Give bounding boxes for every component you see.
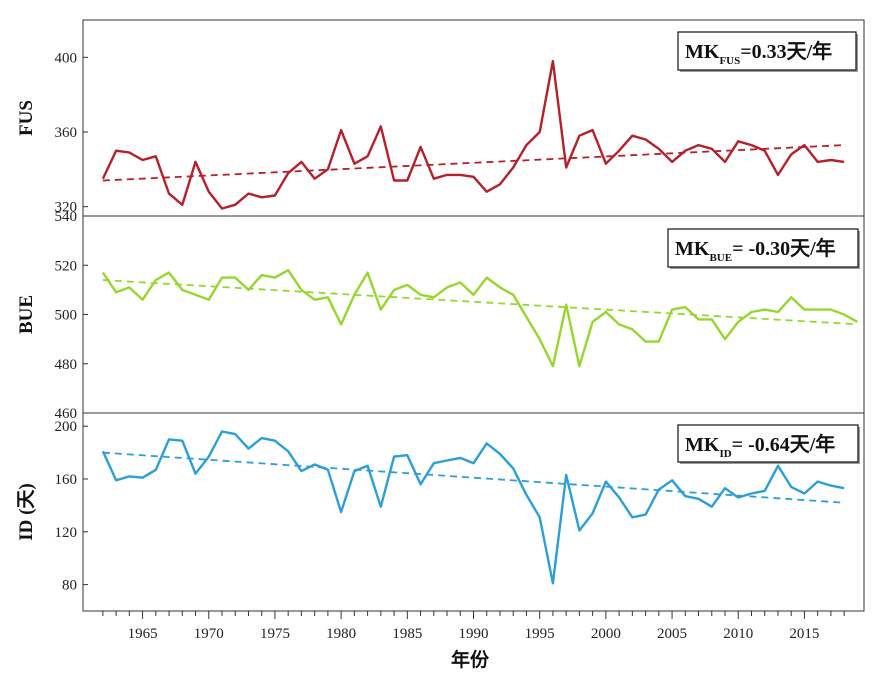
x-tick-label: 1975 — [260, 626, 290, 642]
y-tick-label: 360 — [55, 125, 78, 141]
y-tick-label: 400 — [55, 50, 78, 66]
x-tick-label: 1985 — [392, 626, 422, 642]
trend-line — [102, 279, 858, 326]
y-tick-label: 500 — [55, 308, 78, 324]
chart-panels: 320 360 400 FUS MKFUS=0.33天/年 460 480 500 520 540… — [16, 19, 865, 612]
panel-bue: 460 480 500 520 540 BUE MKBUE= -0.30天/年 — [16, 209, 865, 422]
y-tick-label: 80 — [62, 578, 77, 594]
x-tick-label: 2015 — [789, 626, 819, 642]
series-line-bue — [101, 269, 858, 368]
annotation-box — [677, 31, 857, 71]
y-tick-label: 160 — [55, 472, 78, 488]
y-tick-label: 480 — [55, 357, 78, 373]
x-tick-label: 1965 — [128, 626, 158, 642]
x-tick-label: 1980 — [326, 626, 356, 642]
x-tick-label: 1990 — [459, 626, 489, 642]
x-tick-label: 1995 — [525, 626, 555, 642]
y-tick-label: 460 — [55, 406, 78, 422]
x-tick-label: 2010 — [723, 626, 753, 642]
series-line-id — [101, 430, 845, 585]
x-tick-label: 2005 — [657, 626, 687, 642]
mk-annotation: MKFUS=0.33天/年 — [685, 39, 832, 67]
y-tick-label: 520 — [55, 258, 78, 274]
mk-annotation: MKID= -0.64天/年 — [685, 432, 835, 460]
y-tick-label: 320 — [55, 200, 78, 216]
y-tick-label: 120 — [55, 525, 78, 541]
panel-fus: 320 360 400 FUS MKFUS=0.33天/年 — [16, 19, 865, 217]
y-tick-label: 540 — [55, 209, 78, 225]
panel-id: 80 120 160 200 ID (天) MKID= -0.64天/年 — [16, 412, 865, 612]
y-tick-label: 200 — [55, 419, 78, 435]
y-axis-title: ID (天) — [16, 483, 37, 541]
trend-line — [102, 144, 845, 182]
y-axis-title: BUE — [16, 295, 37, 334]
x-tick-label: 2000 — [591, 626, 621, 642]
shared-x-axis: 1965 1970 1975 1980 1985 1990 1995 2000 2005 2010… — [102, 611, 845, 642]
series-line-fus — [101, 59, 845, 210]
x-tick-label: 1970 — [194, 626, 224, 642]
x-axis-title: 年份 — [451, 648, 490, 671]
y-axis-title: FUS — [16, 100, 37, 136]
trend-line — [102, 451, 845, 504]
annotation-box — [677, 424, 859, 463]
mk-annotation: MKBUE= -0.30天/年 — [675, 236, 836, 264]
annotation-box — [667, 228, 859, 268]
